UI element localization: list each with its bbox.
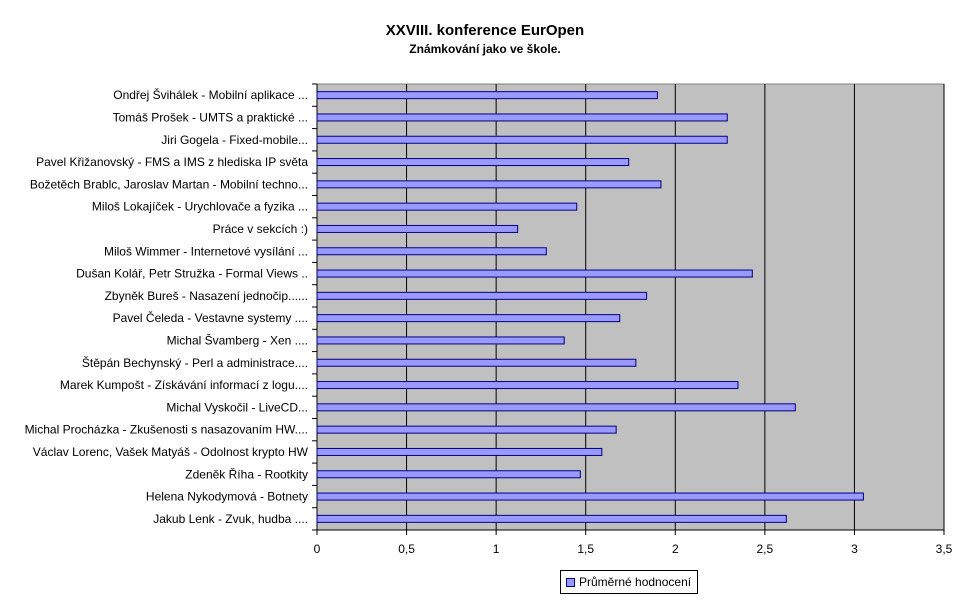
- category-label: Božetěch Brablc, Jaroslav Martan - Mobil…: [30, 177, 308, 191]
- bar: [316, 336, 565, 345]
- bar: [316, 247, 547, 256]
- category-label: Michal Vyskočil - LiveCD...: [166, 400, 308, 414]
- bar: [316, 425, 617, 434]
- x-tick-label: 2: [672, 542, 679, 556]
- legend-label: Průměrné hodnocení: [579, 575, 692, 589]
- bar: [316, 135, 728, 144]
- legend: Průměrné hodnocení: [560, 570, 699, 594]
- bar: [316, 514, 787, 523]
- bar: [316, 403, 796, 412]
- bar: [316, 269, 753, 278]
- x-tick-label: 1,5: [577, 542, 594, 556]
- category-label: Marek Kumpošt - Získávání informací z lo…: [60, 378, 308, 392]
- category-label: Zdeněk Říha - Rootkity: [185, 466, 308, 481]
- bar: [316, 158, 630, 167]
- bar: [316, 91, 658, 100]
- bar: [316, 224, 519, 233]
- bar: [316, 180, 662, 189]
- bar: [316, 113, 728, 122]
- legend-swatch: [566, 577, 575, 587]
- category-label: Dušan Kolář, Petr Stružka - Formal Views…: [76, 267, 308, 281]
- category-label: Jakub Lenk - Zvuk, hudba ....: [153, 512, 308, 526]
- chart-title: XXVIII. konference EurOpen: [385, 22, 585, 39]
- bar: [316, 358, 637, 367]
- bar: [316, 381, 739, 390]
- bar: [316, 492, 864, 501]
- x-tick-label: 0: [314, 542, 321, 556]
- category-label: Helena Nykodymová - Botnety: [146, 490, 308, 504]
- category-label: Pavel Čeleda - Vestavne systemy ....: [113, 310, 308, 325]
- category-label: Miloš Lokajíček - Urychlovače a fyzika .…: [92, 200, 308, 214]
- bar: [316, 291, 648, 300]
- category-label: Ondřej Švihálek - Mobilní aplikace ...: [113, 87, 308, 102]
- category-label: Práce v sekcích :): [213, 222, 308, 236]
- x-tick-label: 3,5: [936, 542, 953, 556]
- chart-subtitle: Známkování jako ve škole.: [409, 42, 561, 56]
- category-label: Zbyněk Bureš - Nasazení jednočip......: [105, 289, 308, 303]
- bar: [316, 314, 621, 323]
- category-label: Václav Lorenc, Vašek Matyáš - Odolnost k…: [33, 445, 309, 459]
- x-tick-label: 2,5: [757, 542, 774, 556]
- category-label: Jiri Gogela - Fixed-mobile...: [161, 133, 308, 147]
- x-tick-label: 3: [851, 542, 858, 556]
- x-tick-label: 1: [493, 542, 500, 556]
- category-label: Tomáš Prošek - UMTS a praktické ...: [113, 110, 308, 124]
- category-label: Michal Procházka - Zkušenosti s nasazova…: [25, 423, 308, 437]
- plot-area: [316, 83, 945, 531]
- x-tick-label: 0,5: [398, 542, 415, 556]
- category-label: Michal Švamberg - Xen ....: [167, 332, 308, 347]
- category-label: Miloš Wimmer - Internetové vysílání ...: [104, 244, 308, 258]
- bar: [316, 202, 578, 211]
- bar: [316, 447, 603, 456]
- category-label: Štěpán Bechynský - Perl a administrace..…: [82, 355, 308, 370]
- category-label: Pavel Křižanovský - FMS a IMS z hlediska…: [36, 155, 308, 169]
- bar: [316, 470, 581, 479]
